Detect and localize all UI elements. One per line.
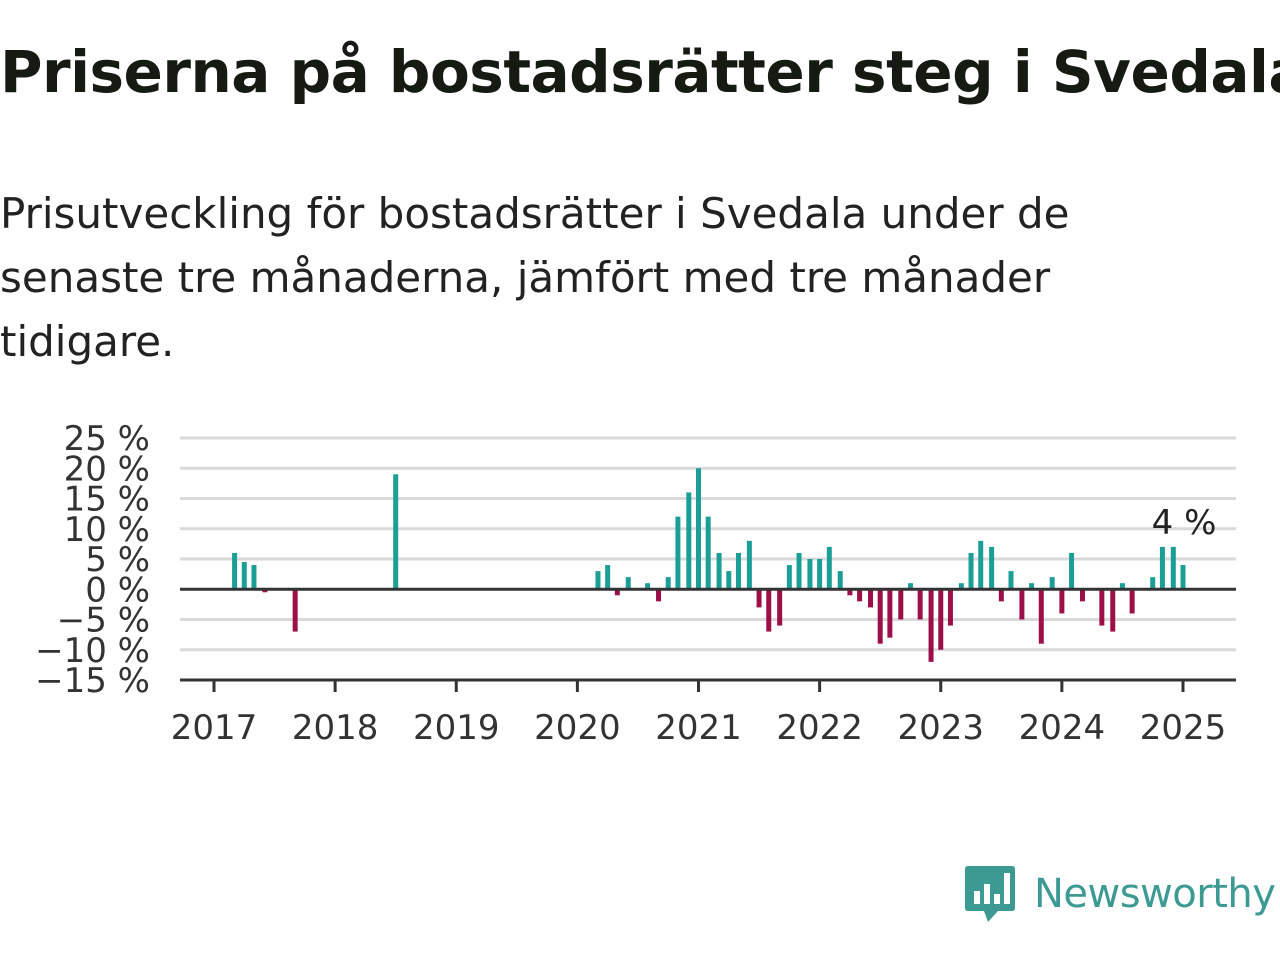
bar [826,546,832,590]
bar [989,546,995,590]
x-tick-label: 2022 [776,708,863,748]
bar [907,583,913,590]
bar [735,552,741,590]
bar-chart: 25 %20 %15 %10 %5 %0 %−5 %−10 %−15 % 201… [35,419,1236,748]
chart-subtitle: Prisutveckling för bostadsrätter i Sveda… [0,189,1070,366]
bar [998,589,1004,602]
bar [1049,577,1055,590]
bar [1129,589,1135,614]
x-tick-label: 2017 [171,708,258,748]
annotation-label: 4 % [1152,503,1217,543]
bar [847,589,853,596]
y-tick-label: −15 % [35,661,150,701]
bar [1180,565,1186,590]
x-tick-label: 2019 [413,708,500,748]
bar [1110,589,1116,632]
bar [665,577,671,590]
bar [696,468,701,590]
x-axis-labels: 2017 2018 2019 2020 2021 2022 2023 2024 2025 [171,680,1227,748]
x-tick-label: 2024 [1019,708,1106,748]
bar [262,589,268,593]
y-tick-label: −10 % [35,631,150,671]
bar [595,571,601,590]
bar [705,516,711,590]
bar [1029,583,1035,590]
bar [746,540,752,590]
bar [968,552,974,590]
bar [605,565,611,590]
bar [867,589,873,608]
bar [786,565,792,590]
bar [686,492,692,590]
bar [675,516,681,590]
bar [1069,552,1075,590]
y-tick-label: 5 % [85,540,150,580]
y-axis-labels: 25 %20 %15 %10 %5 %0 %−5 %−10 %−15 % [35,419,150,701]
y-tick-label: 25 % [64,419,150,459]
bar [777,589,783,626]
bar [917,589,923,620]
bar [958,583,964,590]
bar [1008,571,1014,590]
bar [1119,583,1125,590]
bar [241,562,247,590]
bar [292,589,298,632]
bar [766,589,772,632]
bar [1170,546,1176,590]
bar [938,589,944,650]
bar [857,589,863,602]
bar [928,589,934,662]
bar [898,589,904,620]
y-tick-label: 10 % [64,510,150,550]
x-tick-label: 2025 [1140,708,1227,748]
bar [1099,589,1105,626]
annotations: 4 % [1152,503,1217,543]
bar [726,571,732,590]
bar [1059,589,1065,614]
y-tick-label: 0 % [85,570,150,610]
chart-title: Priserna på bostadsrätter steg i Svedala [0,38,1280,106]
bar [978,540,984,590]
bars [232,468,1186,662]
bar [807,559,813,590]
bar [947,589,953,626]
bar [716,552,722,590]
bar [625,577,631,590]
bar [1019,589,1025,620]
axes [180,587,1236,682]
bar [796,552,802,590]
newsworthy-logo: Newsworthy [964,864,1276,924]
bar [645,583,651,590]
bar [232,552,238,590]
bar [1159,546,1165,590]
bar [614,589,620,596]
bar [393,474,399,590]
bar [887,589,893,638]
bar [756,589,762,608]
bar [251,565,257,590]
brand-name: Newsworthy [1034,871,1276,917]
bar [1150,577,1156,590]
x-tick-label: 2018 [292,708,379,748]
x-tick-label: 2020 [534,708,621,748]
bar [656,589,662,602]
x-tick-label: 2021 [655,708,742,748]
x-tick-label: 2023 [897,708,984,748]
bar [817,559,823,590]
bar [1038,589,1044,644]
bar [837,571,843,590]
bar [1079,589,1085,602]
y-tick-label: −5 % [57,601,150,641]
y-tick-label: 20 % [64,449,150,489]
bar [877,589,883,644]
y-tick-label: 15 % [64,480,150,520]
newsworthy-logo-icon [965,866,1015,922]
